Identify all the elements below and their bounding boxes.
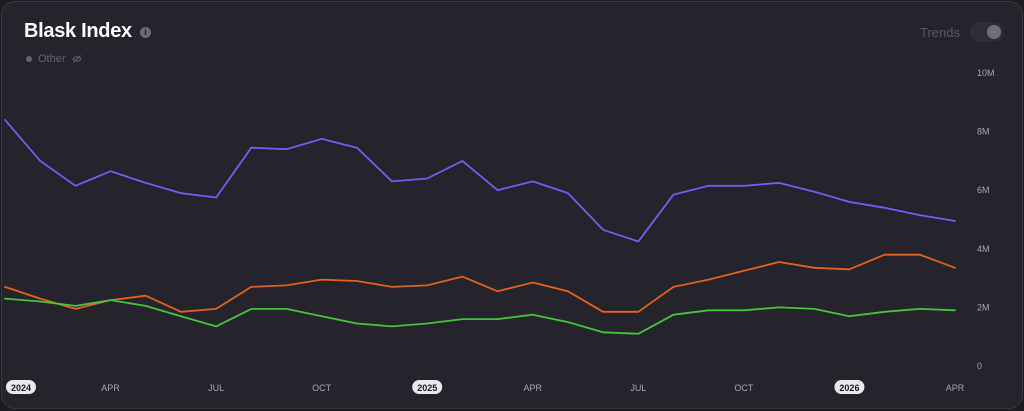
legend[interactable]: Other xyxy=(26,53,82,65)
x-tick-label: APR xyxy=(101,383,120,393)
series-line-1 xyxy=(4,119,956,243)
y-tick-label: 10M xyxy=(977,68,995,78)
x-tick-label: 2025 xyxy=(417,383,437,393)
eye-off-icon xyxy=(71,55,82,63)
trends-control: Trends xyxy=(920,22,1004,42)
y-tick-label: 0 xyxy=(977,361,982,371)
x-tick-label: OCT xyxy=(734,383,754,393)
info-icon[interactable]: i xyxy=(140,27,151,38)
x-tick-label: 2024 xyxy=(11,383,31,393)
y-tick-label: 4M xyxy=(977,244,990,254)
legend-dot-icon xyxy=(26,56,32,62)
x-tick-label: OCT xyxy=(312,383,332,393)
page-title: Blask Index xyxy=(24,20,132,42)
legend-label: Other xyxy=(38,53,66,65)
series-line-3 xyxy=(4,297,956,335)
year-tick-pill xyxy=(834,380,865,394)
y-tick-label: 6M xyxy=(977,185,990,195)
x-tick-label: APR xyxy=(946,383,965,393)
year-tick-pill xyxy=(412,380,443,394)
year-tick-pill xyxy=(6,380,36,394)
x-tick-label: 2026 xyxy=(839,383,859,393)
series-line-2 xyxy=(4,253,956,313)
x-tick-label: JUL xyxy=(630,383,646,393)
trends-toggle[interactable] xyxy=(970,22,1004,42)
y-tick-label: 2M xyxy=(977,302,990,312)
x-tick-label: APR xyxy=(524,383,543,393)
trends-label: Trends xyxy=(920,24,960,40)
toggle-knob xyxy=(987,25,1001,39)
y-tick-label: 8M xyxy=(977,127,990,137)
x-tick-label: JUL xyxy=(208,383,224,393)
